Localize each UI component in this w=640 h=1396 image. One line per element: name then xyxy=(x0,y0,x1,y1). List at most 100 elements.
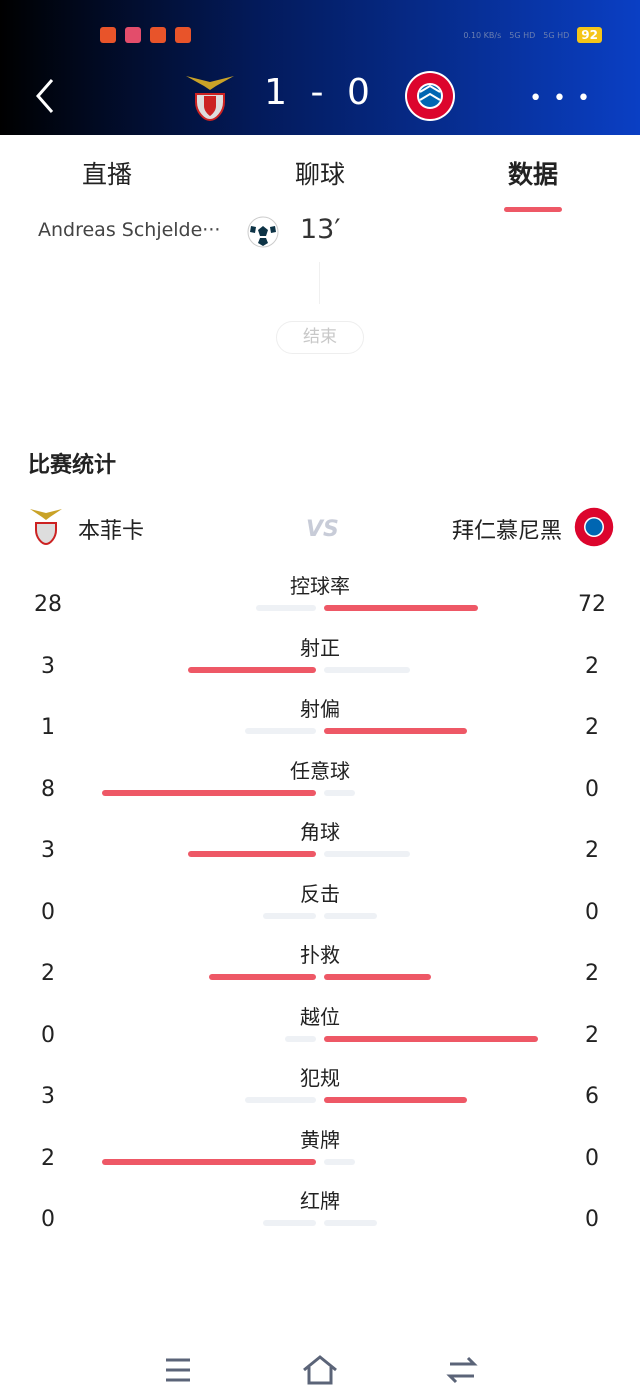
app-icon xyxy=(100,27,116,43)
tab-bar: 直播 聊球 数据 xyxy=(0,155,640,215)
away-value: 2 xyxy=(585,653,599,679)
away-bar xyxy=(324,666,410,673)
away-bar xyxy=(324,851,410,857)
net-speed: 0.10 KB/s xyxy=(463,30,502,40)
home-value: 3 xyxy=(41,838,55,863)
home-value: 0 xyxy=(41,899,55,925)
event-player: Andreas Schjelde··· xyxy=(38,219,221,241)
app-icon xyxy=(150,27,166,43)
benfica-crest-icon xyxy=(186,76,234,122)
status-indicators: 0.10 KB/s 5G HD 5G HD 92 xyxy=(463,27,602,43)
vs-label: VS xyxy=(306,517,339,542)
tab-chat[interactable]: 聊球 xyxy=(294,160,345,189)
stat-label: 射偏 xyxy=(300,697,340,721)
stat-row: 射偏 1 2 xyxy=(0,693,640,753)
away-value: 2 xyxy=(585,715,599,740)
home-value: 0 xyxy=(41,1022,55,1048)
tab-live[interactable]: 直播 xyxy=(81,160,132,189)
stat-label: 角球 xyxy=(300,820,340,844)
away-value: 2 xyxy=(585,961,599,986)
stat-row: 任意球 8 0 xyxy=(0,755,640,815)
tab-data[interactable]: 数据 xyxy=(507,160,558,189)
section-title: 比赛统计 xyxy=(28,453,117,478)
stat-label: 扑救 xyxy=(300,943,340,967)
home-bar xyxy=(102,1158,316,1165)
home-bar xyxy=(285,1035,316,1042)
stat-label: 犯规 xyxy=(300,1066,340,1090)
away-value: 0 xyxy=(585,1207,599,1232)
home-bar xyxy=(187,851,316,857)
bayern-crest-icon xyxy=(574,507,614,547)
home-bar xyxy=(244,728,316,734)
battery-level: 92 xyxy=(577,27,602,43)
away-value: 0 xyxy=(585,776,599,802)
signal-1: 5G HD xyxy=(509,30,536,40)
home-icon[interactable] xyxy=(300,1352,340,1388)
soccer-ball-icon xyxy=(247,216,279,248)
away-value: 2 xyxy=(585,1022,599,1048)
bayern-crest-icon xyxy=(405,71,455,121)
stat-row: 越位 0 2 xyxy=(0,1001,640,1061)
benfica-crest-icon xyxy=(30,509,62,546)
stat-label: 控球率 xyxy=(290,574,350,598)
home-bar xyxy=(263,1220,316,1226)
score: 1 - 0 xyxy=(264,72,376,113)
event-minute: 13′ xyxy=(300,214,341,245)
away-value: 0 xyxy=(585,899,599,925)
signal-2: 5G HD xyxy=(543,30,570,40)
home-value: 0 xyxy=(41,1207,55,1232)
away-bar xyxy=(324,1158,355,1165)
more-icon[interactable]: • • • xyxy=(529,86,592,111)
away-value: 2 xyxy=(585,838,599,863)
app-icon xyxy=(175,27,191,43)
home-value: 28 xyxy=(34,592,62,617)
home-bar xyxy=(102,789,316,796)
away-bar xyxy=(324,1220,377,1226)
menu-icon[interactable] xyxy=(158,1352,198,1388)
match-end-badge: 结束 xyxy=(276,321,364,354)
stat-row: 红牌 0 0 xyxy=(0,1185,640,1245)
away-bar xyxy=(324,789,355,796)
notification-icons xyxy=(100,27,191,43)
away-bar xyxy=(324,728,467,734)
stat-row: 射正 3 2 xyxy=(0,632,640,692)
stat-label: 黄牌 xyxy=(300,1127,340,1152)
home-value: 3 xyxy=(41,653,55,679)
stat-row: 角球 3 2 xyxy=(0,816,640,876)
stat-row: 反击 0 0 xyxy=(0,878,640,938)
active-tab-indicator xyxy=(504,207,562,212)
home-value: 1 xyxy=(41,715,55,740)
stat-row: 犯规 3 6 xyxy=(0,1062,640,1122)
home-value: 2 xyxy=(41,1145,55,1171)
back-switch-icon[interactable] xyxy=(442,1352,482,1388)
away-value: 72 xyxy=(578,592,606,617)
stat-label: 任意球 xyxy=(290,758,350,783)
away-value: 0 xyxy=(585,1145,599,1171)
away-bar xyxy=(324,912,377,919)
back-icon[interactable] xyxy=(34,76,58,116)
teams-row: 本菲卡 VS 拜仁慕尼黑 xyxy=(0,505,640,549)
home-bar xyxy=(187,666,316,673)
match-header: 0.10 KB/s 5G HD 5G HD 92 1 - 0 • • • xyxy=(0,0,640,135)
stat-label: 射正 xyxy=(300,635,340,660)
stat-label: 反击 xyxy=(300,881,340,906)
home-bar xyxy=(209,974,316,980)
home-team-name: 本菲卡 xyxy=(78,519,145,544)
away-bar xyxy=(324,605,479,611)
home-bar xyxy=(256,605,316,611)
home-value: 8 xyxy=(41,776,55,802)
timeline-line xyxy=(319,262,320,304)
away-bar xyxy=(324,1097,467,1103)
stat-row: 黄牌 2 0 xyxy=(0,1124,640,1184)
away-value: 6 xyxy=(585,1084,599,1109)
stat-row: 控球率 28 72 xyxy=(0,570,640,630)
stat-label: 红牌 xyxy=(300,1189,340,1213)
stat-label: 越位 xyxy=(300,1004,340,1029)
away-team-name: 拜仁慕尼黑 xyxy=(451,519,562,544)
stat-row: 扑救 2 2 xyxy=(0,939,640,999)
away-bar xyxy=(324,974,431,980)
away-bar xyxy=(324,1035,538,1042)
home-bar xyxy=(244,1097,316,1103)
home-bar xyxy=(263,912,316,919)
home-value: 3 xyxy=(41,1084,55,1109)
